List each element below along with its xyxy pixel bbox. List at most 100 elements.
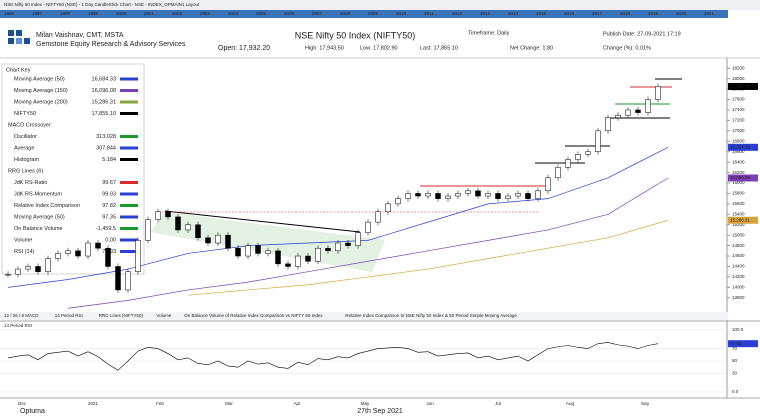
year-label[interactable]: 2011 bbox=[424, 11, 434, 16]
brand: Optuma bbox=[20, 408, 45, 415]
key-name: RRG Lines (6) bbox=[8, 168, 43, 174]
candle bbox=[105, 247, 111, 267]
key-value: 97.35 bbox=[102, 214, 116, 220]
key-swatch bbox=[120, 227, 138, 230]
key-swatch bbox=[120, 192, 138, 196]
year-label[interactable]: 2020 bbox=[676, 11, 687, 16]
candle bbox=[465, 190, 471, 194]
price-tick-label: 14800 bbox=[732, 243, 745, 248]
year-label[interactable]: 2008 bbox=[340, 11, 351, 16]
key-value: -1,459.5 bbox=[96, 226, 116, 232]
year-label[interactable]: 2004 bbox=[228, 11, 239, 16]
year-label[interactable]: 2005 bbox=[256, 11, 267, 16]
price-tick-label: 14400 bbox=[732, 264, 745, 269]
candle bbox=[235, 247, 241, 257]
price-tag-label: 16,096.08 bbox=[730, 175, 751, 180]
price-tag-label: 15,286.31 bbox=[730, 217, 751, 222]
key-value: 0.00 bbox=[105, 237, 116, 243]
year-label[interactable]: 2017 bbox=[592, 11, 603, 16]
tab[interactable]: RRG Lines (NIFTY50) bbox=[99, 313, 144, 318]
price-tick-label: 15000 bbox=[732, 232, 745, 237]
date-tick-label: Aug bbox=[566, 401, 575, 406]
price-tick-label: 15400 bbox=[732, 211, 745, 216]
year-label[interactable]: 1997 bbox=[32, 11, 43, 16]
window-title: NSE Nifty 50 Index - NIFTY50 (NSE) - 1 D… bbox=[4, 2, 200, 7]
price-tick-label: 16800 bbox=[732, 138, 745, 143]
year-label[interactable]: 2018 bbox=[620, 11, 631, 16]
year-label[interactable]: 2014 bbox=[508, 11, 519, 16]
candle bbox=[635, 109, 641, 113]
chart-key-title: Chart Key bbox=[6, 67, 31, 73]
year-label[interactable]: 1999 bbox=[88, 11, 99, 16]
price-tick-label: 16600 bbox=[732, 149, 745, 154]
moving-average bbox=[67, 177, 669, 309]
key-name: Average bbox=[14, 145, 34, 151]
rsi-tick-label: 30 bbox=[732, 371, 738, 376]
last: Last: 17,855.10 bbox=[420, 45, 458, 51]
year-label[interactable]: 2009 bbox=[368, 11, 379, 16]
price-tick-label: 17000 bbox=[732, 128, 745, 133]
candle bbox=[485, 193, 491, 197]
year-strip[interactable] bbox=[0, 10, 728, 18]
date-tick-label: Jun bbox=[426, 401, 434, 406]
year-label[interactable]: 2016 bbox=[564, 11, 575, 16]
tab[interactable]: 12 / 26 / 9 MACD bbox=[4, 313, 39, 318]
year-label[interactable]: 1996 bbox=[4, 11, 15, 16]
candle bbox=[195, 224, 201, 239]
candle bbox=[75, 250, 81, 257]
candle bbox=[415, 193, 421, 197]
high: High: 17,943.50 bbox=[305, 45, 344, 51]
key-swatch bbox=[120, 135, 138, 138]
candle bbox=[295, 255, 301, 267]
candle bbox=[335, 242, 341, 252]
year-label[interactable]: 2000 bbox=[116, 11, 127, 16]
candle bbox=[165, 211, 171, 218]
year-label[interactable]: 2007 bbox=[312, 11, 323, 16]
key-name: JdK RS-Ratio bbox=[14, 180, 47, 186]
year-label[interactable]: 1998 bbox=[60, 11, 71, 16]
key-value: 97.82 bbox=[102, 203, 116, 209]
year-label[interactable]: 2002 bbox=[172, 11, 183, 16]
candle bbox=[185, 224, 191, 231]
year-label[interactable]: 2006 bbox=[284, 11, 295, 16]
author: Milan Vaishnav, CMT, MSTA bbox=[36, 32, 124, 39]
candle bbox=[445, 195, 451, 199]
key-name: MACD Crossover bbox=[8, 122, 51, 128]
key-value: 313.028 bbox=[96, 134, 116, 140]
price-tick-label: 15200 bbox=[732, 222, 745, 227]
year-label[interactable]: 2003 bbox=[200, 11, 211, 16]
key-name: Moving Average (200) bbox=[14, 99, 68, 105]
candle bbox=[225, 234, 231, 249]
tab[interactable]: Relative Index Comparison to NSE Nifty 5… bbox=[345, 313, 517, 318]
year-label[interactable]: 2019 bbox=[648, 11, 659, 16]
year-label[interactable]: 2012 bbox=[452, 11, 463, 16]
candle bbox=[475, 190, 481, 197]
date-tick-label: May bbox=[361, 401, 370, 406]
tab[interactable]: 14 Period RSI bbox=[55, 313, 83, 318]
date-tick-label: Mar bbox=[225, 401, 233, 406]
tab[interactable]: Volume bbox=[156, 313, 172, 318]
tab[interactable]: On Balance Volume of Relative Index Comp… bbox=[184, 313, 323, 318]
candle bbox=[595, 130, 601, 152]
key-value: 99.67 bbox=[102, 180, 116, 186]
price-tick-label: 13800 bbox=[732, 295, 745, 300]
year-label[interactable]: 2021 bbox=[704, 11, 715, 16]
candle bbox=[175, 216, 181, 231]
year-label[interactable]: 2010 bbox=[396, 11, 407, 16]
price-tick-label: 14000 bbox=[732, 285, 745, 290]
pattern-shade bbox=[150, 212, 385, 272]
candle bbox=[205, 237, 211, 244]
year-label[interactable]: 2013 bbox=[480, 11, 491, 16]
year-label[interactable]: 2001 bbox=[144, 11, 155, 16]
tab-strip bbox=[0, 312, 728, 320]
price-tick-label: 16400 bbox=[732, 159, 745, 164]
rsi-tick-label: 0.0 bbox=[732, 389, 739, 394]
key-value: 16,684.33 bbox=[92, 76, 116, 82]
candle bbox=[115, 266, 121, 291]
key-swatch bbox=[120, 250, 138, 253]
price-tick-label: 17400 bbox=[732, 107, 745, 112]
low: Low: 17,802.90 bbox=[360, 45, 398, 51]
candle bbox=[275, 250, 281, 265]
year-label[interactable]: 2015 bbox=[536, 11, 547, 16]
